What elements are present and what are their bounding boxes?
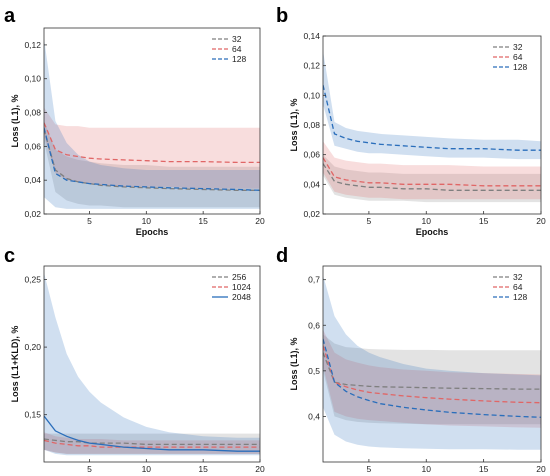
series-line-64 (44, 122, 260, 164)
x-tick-label: 15 (198, 216, 208, 226)
y-axis-title: Loss (L1), % (289, 98, 299, 151)
x-tick-label: 10 (142, 464, 152, 474)
panel-letter: d (276, 245, 288, 267)
y-tick-label: 0,08 (303, 120, 320, 130)
x-tick-label: 20 (255, 216, 265, 226)
y-tick-label: 0,14 (303, 31, 320, 41)
band-64 (44, 107, 260, 189)
series-line-32 (323, 352, 541, 390)
plot-frame (43, 265, 261, 463)
plot-area (323, 50, 541, 203)
panel-letter: c (4, 245, 15, 267)
plot-area (323, 275, 541, 450)
legend-label: 128 (232, 54, 246, 64)
legend-label: 64 (513, 282, 523, 292)
y-tick-label: 0,7 (308, 275, 320, 285)
y-tick-label: 0,06 (303, 150, 320, 160)
plot-frame (43, 27, 261, 215)
x-tick-label: 5 (87, 464, 92, 474)
x-tick-label: 20 (255, 464, 265, 474)
series-line-256 (44, 438, 260, 446)
y-axis-title: Loss (L1+KLD), % (10, 326, 20, 403)
band-64 (323, 141, 541, 200)
y-tick-label: 0,04 (24, 175, 41, 185)
legend-label: 256 (232, 272, 246, 282)
y-tick-label: 0,06 (24, 141, 41, 151)
series-line-1024 (44, 439, 260, 448)
panel-letter: b (276, 5, 288, 27)
band-1024 (44, 432, 260, 454)
y-axis-title: Loss (L1), % (10, 94, 20, 147)
x-tick-label: 10 (422, 216, 432, 226)
legend-label: 2048 (232, 292, 251, 302)
panel-b: b 5 10 15 20 0,02 0,04 0,06 0,08 0,10 0,12 0,14 Epoc… (276, 5, 546, 237)
legend-label: 1024 (232, 282, 251, 292)
legend-label: 128 (513, 62, 527, 72)
series-line-128 (323, 338, 541, 418)
legend-label: 64 (513, 52, 523, 62)
plot-area (44, 38, 260, 209)
panel-a: a 5 10 15 20 0,02 0,04 0,06 0,08 0,10 0,12 Epochs Lo… (4, 5, 265, 237)
y-tick-label: 0,5 (308, 366, 320, 376)
y-tick-label: 0,6 (308, 320, 320, 330)
x-tick-label: 15 (479, 216, 489, 226)
y-tick-label: 0,02 (24, 209, 41, 219)
y-tick-label: 0,12 (24, 40, 41, 50)
band-2048 (44, 272, 260, 456)
legend-label: 64 (232, 44, 242, 54)
legend-label: 32 (513, 272, 523, 282)
x-tick-label: 5 (367, 216, 372, 226)
y-tick-label: 0,10 (24, 74, 41, 84)
x-axis-title: Epochs (416, 227, 449, 237)
x-tick-label: 20 (536, 464, 546, 474)
x-tick-label: 15 (198, 464, 208, 474)
x-tick-label: 10 (142, 216, 152, 226)
x-tick-label: 5 (87, 216, 92, 226)
y-axis-title: Loss (L1), % (289, 337, 299, 390)
y-tick-label: 0,04 (303, 179, 320, 189)
y-tick-label: 0,20 (24, 342, 41, 352)
y-tick-label: 0,02 (303, 209, 320, 219)
panel-letter: a (4, 5, 16, 27)
band-128 (323, 275, 541, 450)
series-line-32 (323, 163, 541, 191)
series-line-64 (323, 157, 541, 187)
y-tick-label: 0,10 (303, 90, 320, 100)
y-tick-label: 0,08 (24, 108, 41, 118)
series-line-64 (323, 345, 541, 404)
y-tick-label: 0,25 (24, 275, 41, 285)
x-tick-label: 20 (536, 216, 546, 226)
band-64 (323, 329, 541, 428)
y-tick-label: 0,15 (24, 410, 41, 420)
y-tick-label: 0,4 (308, 411, 320, 421)
plot-frame (322, 265, 542, 463)
legend-label: 32 (513, 42, 523, 52)
x-tick-label: 15 (479, 464, 489, 474)
legend-label: 128 (513, 292, 527, 302)
band-32 (323, 154, 541, 203)
band-32 (323, 334, 541, 425)
series-line-128 (323, 84, 541, 151)
plot-area (44, 272, 260, 456)
x-axis-title: Epochs (136, 227, 169, 237)
series-line-128 (44, 127, 260, 191)
band-128 (323, 50, 541, 160)
series-line-2048 (44, 415, 260, 452)
legend-label: 32 (232, 34, 242, 44)
y-tick-label: 0,12 (303, 61, 320, 71)
x-tick-label: 10 (422, 464, 432, 474)
x-tick-label: 5 (367, 464, 372, 474)
band-32 (44, 121, 260, 208)
band-128 (44, 38, 260, 209)
